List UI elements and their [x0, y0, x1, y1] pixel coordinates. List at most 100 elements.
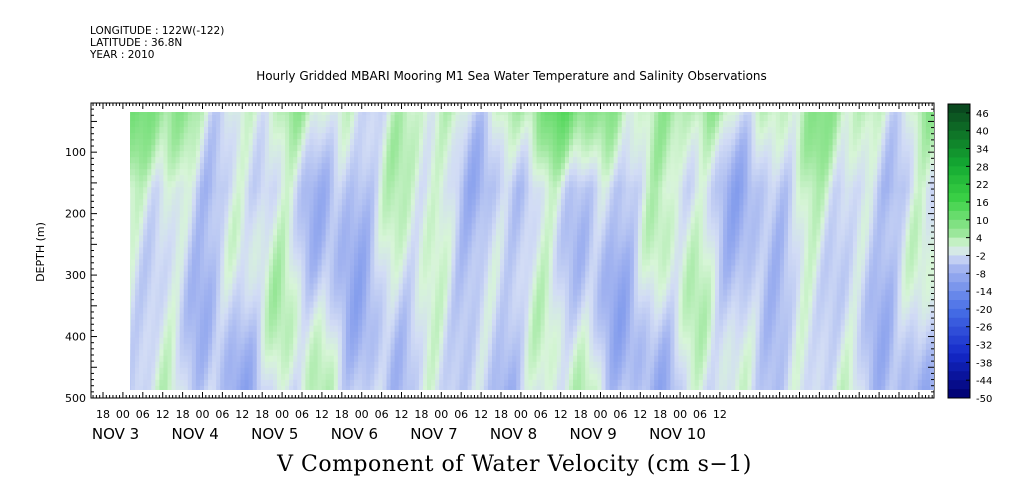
- heatmap-cell: [362, 295, 367, 303]
- heatmap-cell: [443, 181, 448, 188]
- heatmap-cell: [366, 331, 371, 339]
- heatmap-cell: [406, 319, 412, 327]
- heatmap-cell: [406, 343, 412, 351]
- heatmap-cell: [285, 187, 290, 194]
- heatmap-cell: [301, 241, 306, 249]
- heatmap-cell: [268, 139, 274, 146]
- heatmap-cell: [155, 319, 160, 327]
- heatmap-cell: [410, 211, 416, 218]
- heatmap-cell: [131, 151, 136, 158]
- heatmap-cell: [143, 331, 148, 339]
- heatmap-cell: [394, 373, 400, 381]
- heatmap-cell: [135, 181, 140, 188]
- heatmap-cell: [281, 265, 286, 273]
- heatmap-cell: [281, 181, 286, 188]
- heatmap-cell: [240, 379, 246, 387]
- heatmap-cell: [264, 325, 270, 333]
- heatmap-cell: [305, 349, 311, 357]
- heatmap-cell: [285, 307, 290, 315]
- heatmap-cell: [427, 175, 432, 182]
- heatmap-cell: [232, 283, 238, 291]
- heatmap-cell: [151, 181, 156, 188]
- heatmap-cell: [398, 295, 404, 303]
- heatmap-cell: [370, 247, 375, 255]
- heatmap-cell: [451, 187, 457, 194]
- heatmap-cell: [329, 199, 335, 206]
- heatmap-cell: [232, 253, 238, 261]
- heatmap-cell: [406, 325, 412, 333]
- heatmap-cell: [175, 283, 181, 291]
- heatmap-cell: [386, 157, 392, 164]
- heatmap-cell: [366, 199, 371, 206]
- heatmap-cell: [216, 319, 221, 327]
- heatmap-cell: [427, 193, 432, 200]
- heatmap-cell: [487, 373, 493, 381]
- heatmap-cell: [321, 361, 327, 369]
- heatmap-cell: [333, 115, 339, 122]
- heatmap-cell: [362, 223, 367, 230]
- heatmap-cell: [321, 211, 327, 218]
- heatmap-cell: [435, 169, 440, 176]
- heatmap-cell: [179, 112, 185, 116]
- heatmap-cell: [329, 112, 335, 116]
- heatmap-cell: [179, 199, 185, 206]
- heatmap-cell: [378, 337, 384, 345]
- heatmap-cell: [191, 133, 197, 140]
- heatmap-cell: [370, 175, 375, 182]
- heatmap-cell: [191, 307, 197, 315]
- heatmap-cell: [341, 283, 347, 291]
- heatmap-cell: [451, 139, 457, 146]
- heatmap-cell: [268, 277, 274, 285]
- heatmap-cell: [232, 229, 238, 236]
- heatmap-cell: [305, 151, 311, 158]
- heatmap-cell: [131, 139, 136, 146]
- heatmap-cell: [414, 112, 420, 116]
- heatmap-cell: [512, 283, 517, 291]
- heatmap-cell: [410, 205, 416, 212]
- heatmap-cell: [500, 289, 505, 297]
- heatmap-cell: [130, 301, 132, 309]
- heatmap-cell: [337, 163, 343, 170]
- heatmap-cell: [199, 163, 205, 170]
- heatmap-cell: [516, 355, 521, 363]
- heatmap-cell: [167, 247, 173, 255]
- heatmap-cell: [528, 343, 534, 351]
- heatmap-cell: [277, 367, 282, 375]
- heatmap-cell: [159, 157, 165, 164]
- heatmap-cell: [277, 217, 282, 224]
- heatmap-cell: [256, 367, 262, 375]
- heatmap-cell: [427, 169, 432, 176]
- heatmap-cell: [459, 307, 465, 315]
- heatmap-cell: [540, 205, 546, 212]
- heatmap-cell: [155, 277, 160, 285]
- heatmap-cell: [496, 193, 501, 200]
- heatmap-cell: [321, 163, 327, 170]
- heatmap-cell: [475, 355, 481, 363]
- heatmap-cell: [443, 385, 448, 390]
- heatmap-cell: [337, 145, 343, 152]
- heatmap-cell: [281, 223, 286, 230]
- heatmap-cell: [163, 145, 169, 152]
- heatmap-cell: [163, 163, 169, 170]
- heatmap-cell: [167, 193, 173, 200]
- heatmap-cell: [532, 223, 538, 230]
- heatmap-cell: [248, 259, 254, 267]
- heatmap-cell: [147, 247, 152, 255]
- heatmap-cell: [528, 145, 534, 152]
- heatmap-cell: [289, 349, 294, 357]
- heatmap-cell: [163, 271, 169, 279]
- heatmap-cell: [500, 151, 505, 158]
- heatmap-cell: [191, 373, 197, 381]
- heatmap-cell: [390, 205, 396, 212]
- heatmap-cell: [293, 241, 298, 249]
- longitude-label: LONGITUDE : 122W(-122): [90, 25, 225, 37]
- heatmap-cell: [451, 295, 457, 303]
- heatmap-cell: [309, 205, 315, 212]
- heatmap-cell: [167, 211, 173, 218]
- heatmap-cell: [447, 175, 452, 182]
- heatmap-cell: [479, 373, 485, 381]
- heatmap-cell: [439, 283, 444, 291]
- heatmap-cell: [374, 289, 379, 297]
- heatmap-cell: [131, 385, 136, 390]
- heatmap-cell: [459, 187, 465, 194]
